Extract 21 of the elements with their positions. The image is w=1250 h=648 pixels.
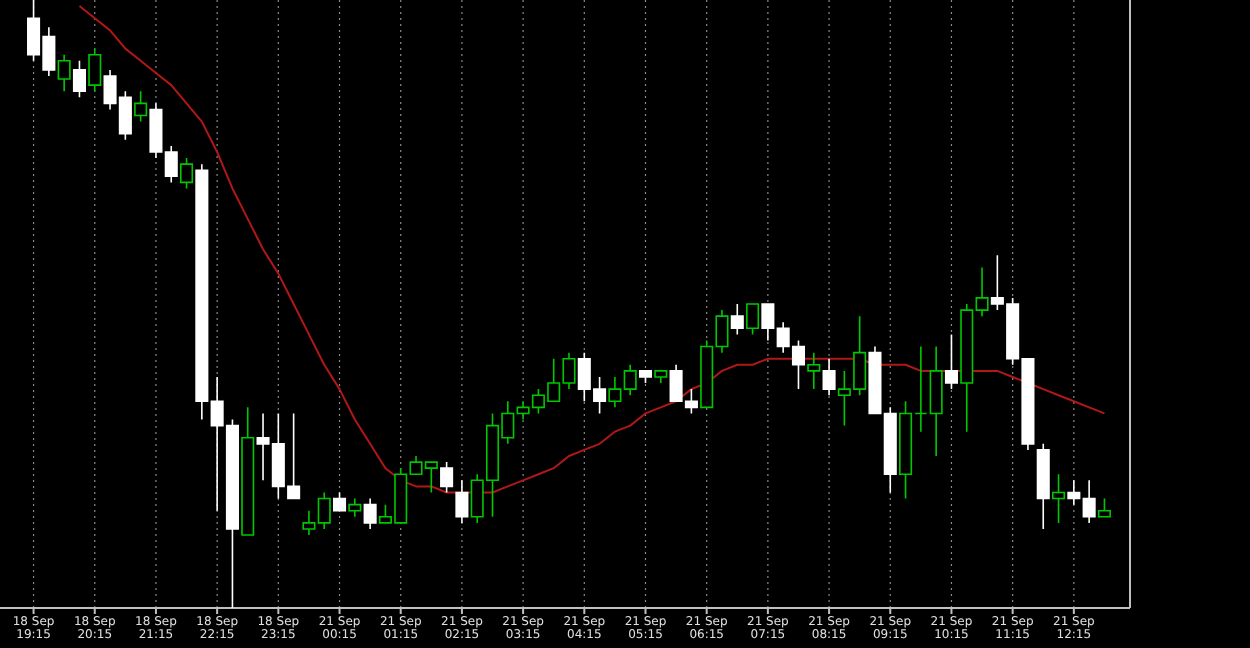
candlestick <box>348 497 362 518</box>
candlestick <box>1097 497 1111 518</box>
candlestick <box>654 370 668 384</box>
candlestick <box>363 497 377 530</box>
candlestick <box>180 157 194 190</box>
candlestick <box>332 491 347 512</box>
candlestick <box>944 333 958 390</box>
candlestick <box>57 53 71 92</box>
candlestick <box>822 357 836 396</box>
candlestick <box>807 351 821 390</box>
candlestick <box>730 303 744 336</box>
candlestick <box>241 406 255 536</box>
candlestick <box>1036 443 1050 530</box>
candlestick <box>1052 473 1066 524</box>
candlestick <box>638 370 653 384</box>
candlestick <box>72 60 86 99</box>
candlestick <box>88 47 102 92</box>
candlestick <box>746 303 760 336</box>
candlestick <box>134 90 148 123</box>
candlestick <box>455 479 469 524</box>
candlestick <box>440 461 454 494</box>
